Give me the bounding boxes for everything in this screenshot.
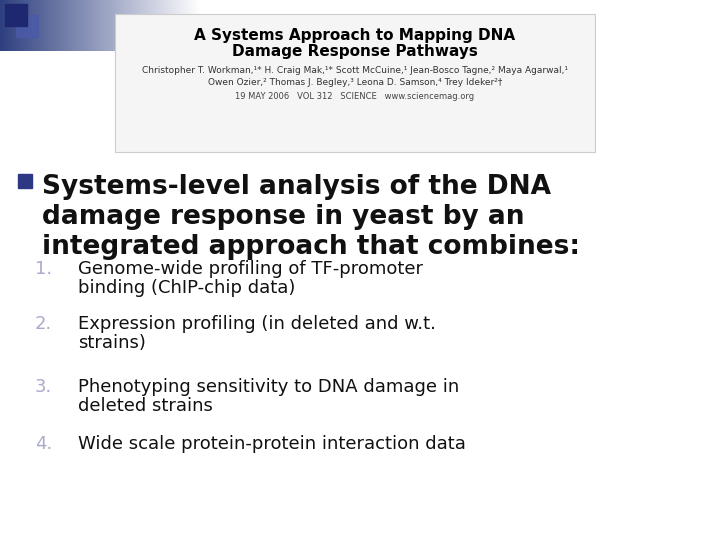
Text: 3.: 3. (35, 378, 52, 396)
Text: Wide scale protein-protein interaction data: Wide scale protein-protein interaction d… (78, 435, 466, 453)
Text: binding (ChIP-chip data): binding (ChIP-chip data) (78, 279, 295, 297)
Text: Expression profiling (in deleted and w.t.: Expression profiling (in deleted and w.t… (78, 315, 436, 333)
Text: Damage Response Pathways: Damage Response Pathways (232, 44, 478, 59)
Text: A Systems Approach to Mapping DNA: A Systems Approach to Mapping DNA (194, 28, 516, 43)
Text: Phenotyping sensitivity to DNA damage in: Phenotyping sensitivity to DNA damage in (78, 378, 459, 396)
Bar (16, 16, 38, 37)
Bar (5, 4, 27, 26)
Text: Christopher T. Workman,¹* H. Craig Mak,¹* Scott McCuine,¹ Jean-Bosco Tagne,² May: Christopher T. Workman,¹* H. Craig Mak,¹… (142, 66, 568, 75)
Text: Systems-level analysis of the DNA: Systems-level analysis of the DNA (42, 174, 551, 200)
Text: deleted strains: deleted strains (78, 397, 213, 415)
Bar (18, 174, 32, 188)
Text: integrated approach that combines:: integrated approach that combines: (42, 234, 580, 260)
Text: Owen Ozier,² Thomas J. Begley,³ Leona D. Samson,⁴ Trey Ideker²†: Owen Ozier,² Thomas J. Begley,³ Leona D.… (208, 78, 502, 87)
FancyBboxPatch shape (115, 14, 595, 152)
Text: 1.: 1. (35, 260, 52, 278)
Text: damage response in yeast by an: damage response in yeast by an (42, 204, 524, 230)
Text: Genome-wide profiling of TF-promoter: Genome-wide profiling of TF-promoter (78, 260, 423, 278)
Text: 2.: 2. (35, 315, 52, 333)
Text: 4.: 4. (35, 435, 52, 453)
Text: strains): strains) (78, 334, 146, 352)
Text: 19 MAY 2006   VOL 312   SCIENCE   www.sciencemag.org: 19 MAY 2006 VOL 312 SCIENCE www.sciencem… (235, 92, 474, 101)
